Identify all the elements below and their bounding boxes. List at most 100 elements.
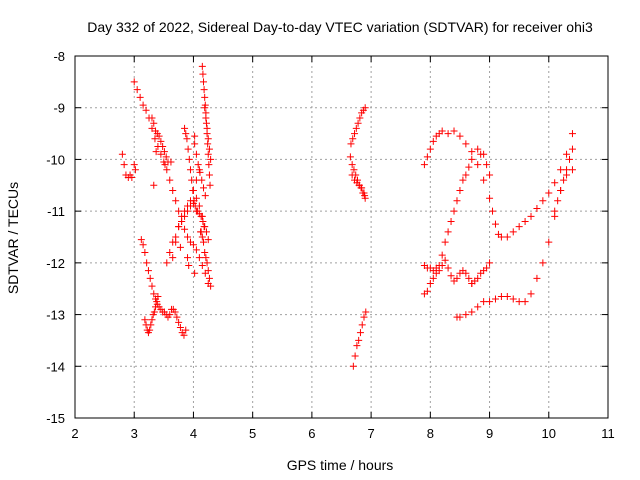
series-seg11 xyxy=(197,228,215,290)
data-point xyxy=(163,259,171,267)
data-point xyxy=(545,238,553,246)
data-point xyxy=(468,155,476,163)
data-point xyxy=(432,269,440,277)
data-point xyxy=(154,292,162,300)
data-point xyxy=(349,135,357,143)
data-point xyxy=(486,171,494,179)
data-point xyxy=(207,155,215,163)
data-point xyxy=(148,282,156,290)
series-seg16 xyxy=(347,104,369,148)
data-point xyxy=(438,251,446,259)
data-point xyxy=(133,86,141,94)
y-axis-label: SDTVAR / TECUs xyxy=(5,182,21,294)
data-point xyxy=(568,166,576,174)
data-point xyxy=(450,127,458,135)
series-seg13 xyxy=(131,132,208,277)
y-tick-label: -10 xyxy=(46,152,65,167)
data-point xyxy=(533,274,541,282)
data-point xyxy=(426,145,434,153)
data-point xyxy=(486,194,494,202)
data-point xyxy=(474,161,482,169)
data-point xyxy=(185,155,193,163)
series-seg24 xyxy=(551,145,576,215)
data-point xyxy=(194,161,202,169)
data-point xyxy=(362,308,370,316)
data-point xyxy=(161,161,169,169)
data-point xyxy=(450,207,458,215)
data-point xyxy=(533,205,541,213)
data-point xyxy=(198,261,206,269)
data-point xyxy=(169,186,177,194)
data-point xyxy=(120,161,128,169)
series-seg20 xyxy=(468,259,494,288)
data-point xyxy=(166,176,174,184)
data-point xyxy=(202,119,210,127)
data-point xyxy=(181,207,189,215)
data-point xyxy=(188,176,196,184)
data-point xyxy=(128,174,136,182)
data-point xyxy=(139,101,147,109)
data-point xyxy=(358,184,366,192)
data-point xyxy=(136,93,144,101)
data-point xyxy=(453,197,461,205)
y-tick-label: -13 xyxy=(46,308,65,323)
x-tick-label: 4 xyxy=(190,426,197,441)
data-point xyxy=(155,132,163,140)
data-point xyxy=(356,329,364,337)
data-point xyxy=(423,153,431,161)
data-point xyxy=(527,290,535,298)
data-point xyxy=(474,145,482,153)
series-seg1 xyxy=(118,150,138,182)
data-point xyxy=(444,130,452,138)
data-point xyxy=(568,130,576,138)
data-point xyxy=(539,197,547,205)
series-seg12 xyxy=(191,140,209,200)
data-point xyxy=(191,132,199,140)
data-point xyxy=(468,308,476,316)
data-points xyxy=(118,62,576,370)
data-point xyxy=(148,124,156,132)
data-point xyxy=(360,189,368,197)
data-point xyxy=(205,274,213,282)
data-point xyxy=(356,114,364,122)
data-point xyxy=(539,259,547,267)
data-point xyxy=(568,145,576,153)
data-point xyxy=(483,264,491,272)
data-point xyxy=(465,163,473,171)
data-point xyxy=(148,114,156,122)
data-point xyxy=(184,145,192,153)
data-point xyxy=(130,78,138,86)
data-point xyxy=(521,217,529,225)
data-point xyxy=(186,166,194,174)
data-point xyxy=(426,280,434,288)
x-tick-label: 8 xyxy=(427,426,434,441)
data-point xyxy=(152,303,160,311)
data-point xyxy=(205,171,213,179)
data-point xyxy=(551,179,559,187)
data-point xyxy=(202,114,210,122)
data-point xyxy=(199,70,207,78)
data-point xyxy=(141,249,149,257)
data-point xyxy=(150,308,158,316)
data-point xyxy=(130,161,138,169)
data-point xyxy=(204,140,212,148)
data-point xyxy=(207,282,215,290)
data-point xyxy=(358,321,366,329)
data-point xyxy=(203,259,211,267)
data-point xyxy=(423,287,431,295)
data-point xyxy=(456,186,464,194)
data-point xyxy=(503,233,511,241)
data-point xyxy=(196,168,204,176)
data-point xyxy=(181,225,189,233)
series-seg22 xyxy=(474,145,494,179)
data-point xyxy=(137,236,145,244)
data-point xyxy=(551,207,559,215)
series-seg14 xyxy=(346,153,369,200)
data-point xyxy=(515,298,523,306)
series-seg15 xyxy=(348,171,369,202)
data-point xyxy=(509,228,517,236)
data-point xyxy=(204,267,212,275)
data-point xyxy=(200,78,208,86)
data-point xyxy=(352,124,360,132)
data-point xyxy=(527,212,535,220)
